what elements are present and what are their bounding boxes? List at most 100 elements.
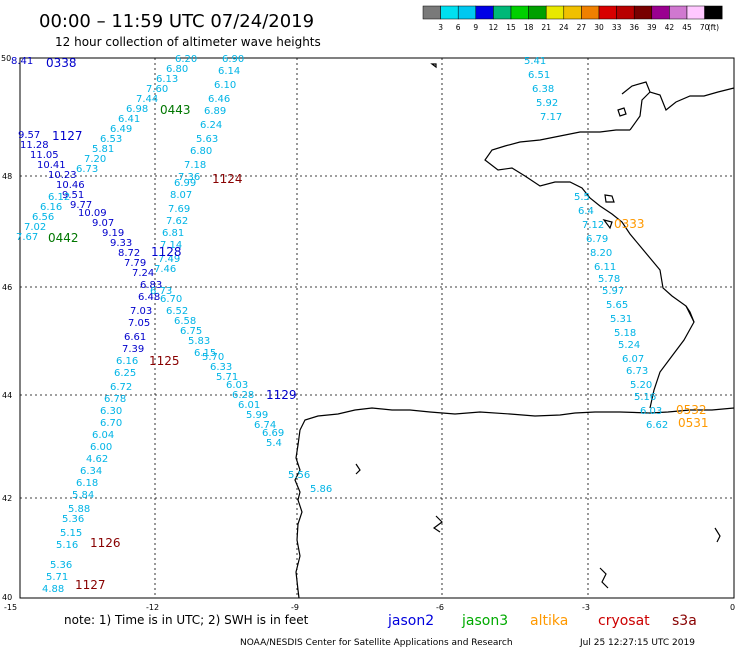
wave-height-value: 6.79 — [586, 234, 608, 245]
wave-height-value: 6.4 — [578, 206, 594, 217]
colorbar-label: (ft) — [708, 23, 719, 32]
wave-height-value: 6.52 — [166, 306, 188, 317]
pass-label: 0333 — [614, 217, 645, 231]
wave-height-value: 6.07 — [622, 354, 644, 365]
wave-height-value: 6.25 — [114, 368, 136, 379]
wave-height-value: 6.61 — [124, 332, 146, 343]
colorbar-label: 36 — [629, 23, 639, 32]
satellite-legend-item: s3a — [672, 613, 697, 629]
colorbar-swatch — [563, 5, 582, 20]
lon-label: -12 — [146, 603, 159, 612]
wave-height-value: 6.70 — [100, 418, 122, 429]
wave-height-value: 7.60 — [146, 84, 168, 95]
pass-label: 1129 — [266, 388, 297, 402]
wave-height-value: 6.75 — [180, 326, 202, 337]
colorbar-label: 9 — [473, 23, 478, 32]
pass-label: 1124 — [212, 172, 243, 186]
satellite-legend: jason2 jason3 altika cryosat s3a — [387, 613, 697, 629]
wave-height-value: 6.10 — [214, 80, 236, 91]
wave-height-value: 6.48 — [138, 292, 160, 303]
pass-label: 1127 — [75, 578, 106, 592]
colorbar-label: 18 — [524, 23, 534, 32]
colorbar-swatch — [598, 5, 617, 20]
colorbar-swatch — [651, 5, 670, 20]
colorbar-swatch — [493, 5, 512, 20]
colorbar-swatch — [422, 5, 441, 20]
wave-height-value: 8.72 — [118, 248, 140, 259]
wave-height-value: 6.20 — [175, 54, 197, 65]
wave-height-value: 6.01 — [238, 400, 260, 411]
wave-height-value: 10.09 — [78, 208, 107, 219]
color-scale-legend: 3 6 9 12 15 18 21 24 27 30 33 36 39 42 45 70(ft) — [422, 5, 723, 32]
lon-label: -3 — [582, 603, 590, 612]
wave-height-value: 9.57 — [18, 130, 40, 141]
wave-height-value: 5.70 — [202, 352, 224, 363]
wave-height-value: 5.41 — [524, 56, 546, 67]
wave-height-value: 5.31 — [610, 314, 632, 325]
wave-height-value: 5.83 — [188, 336, 210, 347]
colorbar-swatch — [545, 5, 565, 20]
wave-height-value: 6.80 — [190, 146, 212, 157]
colorbar-swatch — [475, 5, 494, 20]
pass-label: 0442 — [48, 231, 79, 245]
wave-height-value: 9.51 — [62, 190, 84, 201]
colorbar-swatch — [704, 5, 723, 20]
wave-height-value: 7.69 — [168, 204, 190, 215]
satellite-legend-item: altika — [530, 613, 568, 629]
wave-height-value: 5.99 — [246, 410, 268, 421]
wave-height-value: 5.65 — [606, 300, 628, 311]
lat-label: 40 — [2, 593, 12, 602]
wave-height-value: 6.03 — [640, 406, 662, 417]
wave-height-value: 5.15 — [60, 528, 82, 539]
colorbar-label: 33 — [612, 23, 622, 32]
colorbar-label: 24 — [559, 23, 569, 32]
wave-height-value: 5.88 — [68, 504, 90, 515]
map-subtitle: 12 hour collection of altimeter wave hei… — [55, 35, 321, 49]
wave-height-value: 6.24 — [200, 120, 222, 131]
wave-height-value: 6.13 — [156, 74, 178, 85]
wave-height-value: 5.97 — [602, 286, 624, 297]
colorbar-swatch — [440, 5, 459, 20]
wave-height-value: 8.07 — [170, 190, 192, 201]
satellite-legend-item: cryosat — [598, 613, 650, 629]
colorbar-label: 15 — [506, 23, 516, 32]
wave-height-value: 9.07 — [92, 218, 114, 229]
wave-height-value: 6.04 — [92, 430, 114, 441]
wave-height-value: 6.03 — [226, 380, 248, 391]
wave-height-value: 5.5 — [574, 192, 590, 203]
wave-height-value: 6.12 — [48, 192, 70, 203]
wave-height-value: 6.81 — [162, 228, 184, 239]
wave-height-value: 7.02 — [24, 222, 46, 233]
lat-label: 50 — [1, 54, 11, 63]
lat-label: 44 — [2, 391, 12, 400]
wave-height-value: 6.46 — [208, 94, 230, 105]
wave-height-value: 7.46 — [154, 264, 176, 275]
wave-height-value: 8.20 — [590, 248, 612, 259]
lon-label: -9 — [291, 603, 299, 612]
wave-height-value: 6.14 — [218, 66, 240, 77]
wave-height-value: 6.70 — [160, 294, 182, 305]
wave-height-value: 5.84 — [72, 490, 94, 501]
colorbar-swatch — [616, 5, 635, 20]
wave-height-value: 7.62 — [166, 216, 188, 227]
pass-times: 0338 0443 1127 1124 0442 1128 1125 1129 … — [46, 56, 709, 592]
wave-height-value: 6.99 — [174, 178, 196, 189]
wave-height-value: 6.51 — [528, 70, 550, 81]
wave-height-value: 7.49 — [158, 254, 180, 265]
wave-height-value: 6.72 — [110, 382, 132, 393]
colorbar-swatch — [510, 5, 529, 20]
wave-height-value: 7.05 — [128, 318, 150, 329]
axis-labels: 50 48 46 44 42 40 -15 -12 -9 -6 -3 0 — [1, 54, 735, 612]
wave-height-value: 6.16 — [40, 202, 62, 213]
pass-label: 0443 — [160, 103, 191, 117]
pass-label: 1126 — [90, 536, 121, 550]
pass-label: 1128 — [151, 245, 182, 259]
wave-height-value: 7.36 — [178, 172, 200, 183]
wave-height-value: 6.15 — [194, 348, 216, 359]
wave-height-value: 6.33 — [210, 362, 232, 373]
map-title: 00:00 – 11:59 UTC 07/24/2019 — [39, 11, 314, 32]
colorbar-swatch — [457, 5, 477, 20]
wave-height-value: 6.11 — [594, 262, 616, 273]
wave-height-value: 5.71 — [46, 572, 68, 583]
